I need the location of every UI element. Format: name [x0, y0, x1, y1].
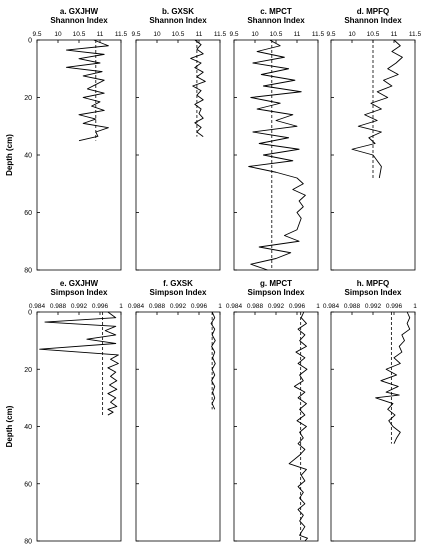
panel-index-name: Shannon Index [344, 16, 402, 25]
x-tick-label: 10.5 [172, 31, 185, 38]
x-tick-label: 11 [391, 31, 398, 38]
panel-title: b. GXSK [162, 7, 194, 16]
x-tick-label: 10 [54, 31, 62, 38]
x-tick-label: 11.5 [409, 31, 422, 38]
x-tick-label: 11.5 [214, 31, 227, 38]
x-tick-label: 9.5 [131, 31, 140, 38]
y-tick-label: 40 [24, 424, 32, 431]
depth-profile-line [288, 311, 308, 542]
x-tick-label: 11.5 [312, 31, 325, 38]
x-tick-label: 1 [218, 303, 222, 310]
y-tick-label: 0 [28, 38, 32, 45]
x-tick-label: 10.5 [367, 31, 380, 38]
y-tick-label: 40 [24, 153, 32, 160]
x-tick-label: 0.988 [247, 303, 264, 310]
panel-index-name: Simpson Index [51, 288, 108, 297]
depth-profile-line [248, 39, 306, 271]
x-tick-label: 10.5 [270, 31, 283, 38]
x-tick-label: 9.5 [229, 31, 238, 38]
panel-frame [135, 39, 221, 271]
panel-frame [233, 311, 319, 542]
y-tick-label: 60 [24, 210, 32, 217]
x-tick-label: 0.992 [365, 303, 382, 310]
x-tick-label: 0.988 [344, 303, 361, 310]
panel-index-name: Shannon Index [50, 16, 108, 25]
x-tick-label: 0.988 [149, 303, 166, 310]
panel-index-name: Shannon Index [149, 16, 207, 25]
x-tick-label: 0.996 [92, 303, 109, 310]
x-tick-label: 1 [119, 303, 123, 310]
x-tick-label: 1 [316, 303, 320, 310]
depth-profile-line [65, 39, 109, 142]
panel-index-name: Shannon Index [247, 16, 305, 25]
panel-index-name: Simpson Index [345, 288, 402, 297]
depth-profile-line [190, 39, 206, 137]
x-tick-label: 10.5 [73, 31, 86, 38]
x-tick-label: 9.5 [32, 31, 41, 38]
x-tick-label: 0.996 [289, 303, 306, 310]
y-axis-label: Depth (cm) [5, 134, 14, 176]
x-tick-label: 0.992 [71, 303, 88, 310]
x-tick-label: 0.988 [50, 303, 67, 310]
panel-index-name: Simpson Index [150, 288, 207, 297]
x-tick-label: 0.996 [191, 303, 208, 310]
panel-title: h. MPFQ [357, 279, 389, 288]
panel-frame [330, 311, 416, 542]
panel-frame [36, 39, 122, 271]
y-tick-label: 60 [24, 481, 32, 488]
panel-title: f. GXSK [163, 279, 193, 288]
x-tick-label: 0.984 [29, 303, 46, 310]
y-tick-label: 20 [24, 95, 32, 102]
depth-profile-line [39, 311, 119, 416]
y-tick-label: 20 [24, 367, 32, 374]
depth-profile-line [351, 39, 403, 179]
x-tick-label: 0.992 [170, 303, 187, 310]
y-axis-label: Depth (cm) [5, 405, 14, 447]
x-tick-label: 1 [413, 303, 417, 310]
x-tick-label: 11 [97, 31, 104, 38]
panel-title: c. MPCT [260, 7, 292, 16]
x-tick-label: 0.984 [226, 303, 243, 310]
x-tick-label: 10 [153, 31, 161, 38]
depth-profile-line [210, 311, 216, 410]
x-tick-label: 0.984 [323, 303, 340, 310]
y-tick-label: 80 [24, 539, 32, 546]
x-tick-label: 0.992 [268, 303, 285, 310]
x-tick-label: 0.996 [386, 303, 403, 310]
x-tick-label: 11.5 [115, 31, 128, 38]
panel-title: d. MPFQ [357, 7, 389, 16]
panel-title: g. MPCT [260, 279, 292, 288]
x-tick-label: 10 [251, 31, 259, 38]
panel-frame [233, 39, 319, 271]
panel-frame [135, 311, 221, 542]
panel-title: a. GXJHW [60, 7, 99, 16]
x-tick-label: 0.984 [128, 303, 145, 310]
panel-title: e. GXJHW [60, 279, 99, 288]
x-tick-label: 11 [196, 31, 203, 38]
y-tick-label: 80 [24, 268, 32, 275]
x-tick-label: 9.5 [326, 31, 335, 38]
y-tick-label: 0 [28, 310, 32, 317]
x-tick-label: 10 [348, 31, 356, 38]
x-tick-label: 11 [294, 31, 301, 38]
panel-index-name: Simpson Index [248, 288, 305, 297]
depth-profile-line [375, 311, 411, 444]
